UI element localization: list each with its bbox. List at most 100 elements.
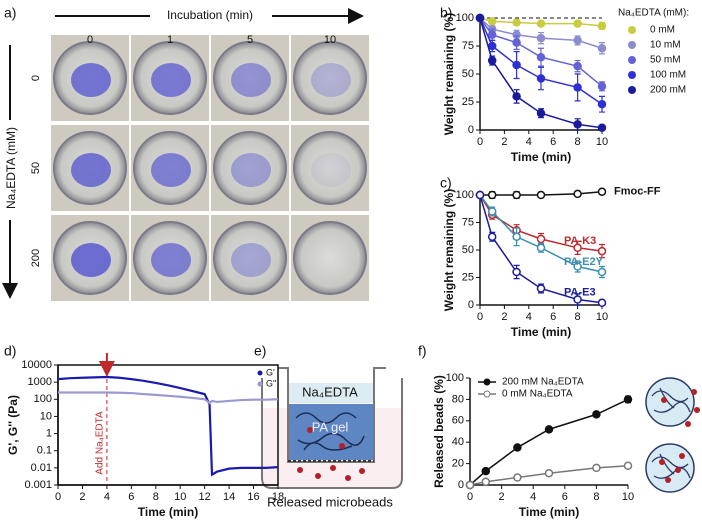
column-label: 10 (324, 34, 336, 46)
marker (512, 38, 521, 47)
stain (311, 63, 351, 97)
stain (311, 153, 351, 187)
marker (475, 13, 485, 23)
marker (597, 82, 607, 91)
x-tick-label: 0 (467, 491, 473, 503)
stain (71, 63, 111, 97)
marker (536, 190, 546, 200)
panel-label: f) (418, 343, 427, 359)
x-tick-label: 4 (526, 311, 532, 323)
marker (536, 108, 546, 118)
x-tick-label: 10 (596, 311, 608, 323)
marker (487, 30, 497, 40)
x-axis-title: Time (min) (138, 505, 198, 519)
marker (573, 19, 582, 28)
y-axis-title: Released beads (%) (432, 375, 446, 488)
marker (597, 267, 607, 277)
marker (597, 99, 607, 109)
legend-title: Na₄EDTA (mM): (618, 8, 689, 19)
marker (544, 425, 554, 434)
legend-marker (483, 378, 491, 386)
y-tick-label: 1000 (28, 376, 52, 388)
legend-marker (628, 71, 636, 79)
x-tick-label: 8 (575, 136, 581, 148)
y-tick-label: 0.01 (31, 462, 52, 474)
y-tick-label: 100 (456, 12, 474, 24)
well (293, 131, 367, 205)
x-tick-label: 8 (575, 311, 581, 323)
x-tick-label: 6 (550, 311, 556, 323)
well (293, 41, 367, 115)
legend-marker (628, 26, 636, 34)
legend-label: 0 mM Na₄EDTA (502, 389, 573, 400)
x-axis-title: Time (min) (511, 150, 571, 164)
legend-marker (628, 56, 636, 64)
legend-marker (257, 370, 263, 376)
marker (597, 298, 607, 308)
series-label: PA-K3 (564, 235, 596, 247)
legend-label: 50 mM (650, 55, 681, 66)
y-axis-title: Weight remaining (%) (442, 13, 456, 135)
y-tick-label: 100 (34, 393, 52, 405)
marker (544, 468, 554, 478)
marker (573, 262, 582, 271)
solution-label: Na₄EDTA (302, 384, 358, 399)
column-label: 0 (87, 34, 93, 46)
y-tick-label: 40 (452, 436, 464, 448)
marker (597, 187, 607, 196)
marker (512, 232, 521, 242)
x-tick-label: 2 (499, 491, 505, 503)
marker (513, 473, 522, 482)
marker (592, 463, 601, 473)
legend-label: G'' (266, 378, 277, 388)
x-tick-label: 4 (104, 491, 110, 503)
series-label: Fmoc-FF (614, 186, 661, 198)
stain (71, 243, 111, 277)
y-tick-label: 100 (456, 189, 474, 201)
well (213, 221, 287, 295)
marker (573, 83, 582, 92)
marker (536, 284, 546, 293)
marker (512, 60, 521, 70)
row-label: 200 (30, 249, 42, 267)
marker (597, 43, 607, 53)
photo-grid (51, 35, 369, 301)
y-tick-label: 1 (46, 427, 52, 439)
legend-marker (628, 86, 636, 94)
marker (597, 123, 607, 133)
panel-label: e) (254, 343, 266, 359)
annotation: Add Na₄EDTA (95, 411, 106, 475)
x-tick-label: 6 (128, 491, 134, 503)
y-tick-label: 0 (468, 124, 474, 136)
legend-label: 200 mM (650, 85, 686, 96)
stain (231, 153, 271, 187)
legend-label: 10 mM (650, 40, 681, 51)
x-axis-title: Time (min) (511, 325, 571, 339)
solution (289, 383, 373, 403)
y-tick-label: 0.001 (24, 479, 52, 491)
fiber (295, 412, 365, 451)
x-tick-label: 4 (526, 136, 532, 148)
marker (481, 466, 491, 476)
legend-label: G' (266, 367, 275, 377)
gel-label: PA gel (312, 419, 349, 434)
legend-label: 0 mM (650, 25, 675, 36)
column-label: 5 (247, 34, 253, 46)
marker (487, 41, 497, 51)
marker (573, 189, 582, 199)
x-tick-label: 6 (562, 491, 568, 503)
x-axis-title: Time (min) (519, 505, 579, 519)
marker (487, 56, 497, 65)
series-label: PA-E2Y (564, 256, 604, 268)
y-tick-label: 0 (468, 299, 474, 311)
x-tick-label: 10 (174, 491, 186, 503)
marker (536, 74, 546, 83)
marker (536, 243, 546, 253)
panel-label: a) (4, 5, 16, 21)
marker (481, 477, 491, 487)
x-tick-label: 6 (550, 136, 556, 148)
y-tick-label: 25 (462, 96, 474, 108)
